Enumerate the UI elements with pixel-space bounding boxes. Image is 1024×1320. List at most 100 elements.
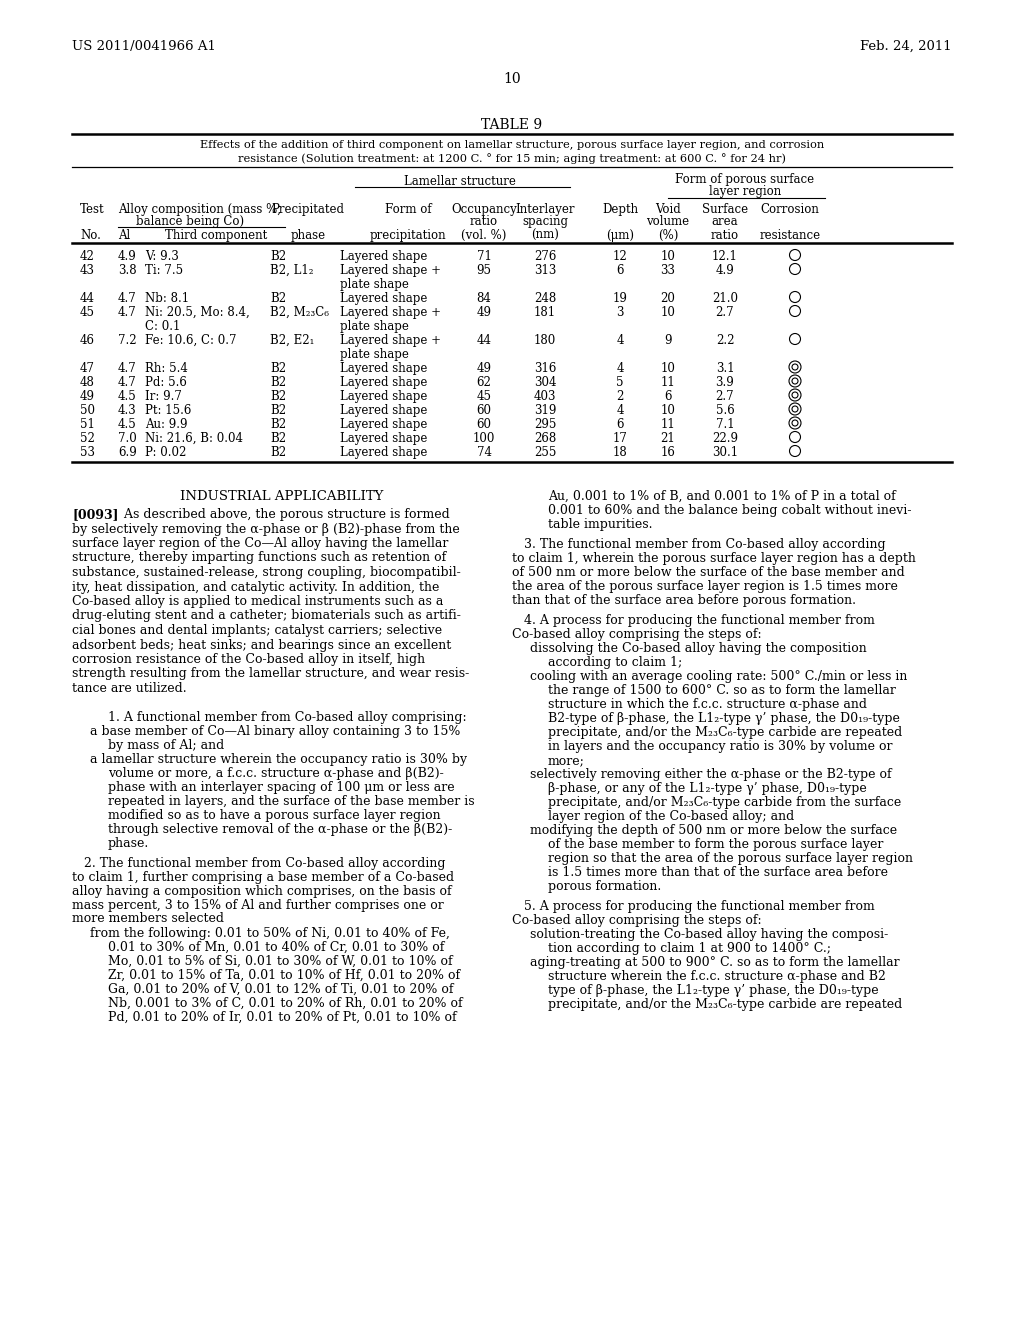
Text: 18: 18	[612, 446, 628, 459]
Text: plate shape: plate shape	[340, 279, 409, 290]
Text: surface layer region of the Co—Al alloy having the lamellar: surface layer region of the Co—Al alloy …	[72, 537, 449, 550]
Text: 3.9: 3.9	[716, 376, 734, 389]
Text: 295: 295	[534, 418, 556, 432]
Text: 4.7: 4.7	[118, 292, 137, 305]
Text: 3.1: 3.1	[716, 362, 734, 375]
Text: B2-type of β-phase, the L1₂-type γ’ phase, the D0₁₉-type: B2-type of β-phase, the L1₂-type γ’ phas…	[548, 711, 900, 725]
Text: precipitate, and/or the M₂₃C₆-type carbide are repeated: precipitate, and/or the M₂₃C₆-type carbi…	[548, 998, 902, 1011]
Text: 22.9: 22.9	[712, 432, 738, 445]
Text: of the base member to form the porous surface layer: of the base member to form the porous su…	[548, 838, 884, 851]
Text: 60: 60	[476, 404, 492, 417]
Text: 4.9: 4.9	[118, 249, 137, 263]
Text: 4: 4	[616, 362, 624, 375]
Text: Ni: 21.6, B: 0.04: Ni: 21.6, B: 0.04	[145, 432, 243, 445]
Text: (μm): (μm)	[606, 228, 634, 242]
Text: Nb, 0.001 to 3% of C, 0.01 to 20% of Rh, 0.01 to 20% of: Nb, 0.001 to 3% of C, 0.01 to 20% of Rh,…	[108, 997, 463, 1010]
Text: 74: 74	[476, 446, 492, 459]
Text: Fe: 10.6, C: 0.7: Fe: 10.6, C: 0.7	[145, 334, 237, 347]
Text: 100: 100	[473, 432, 496, 445]
Text: V: 9.3: V: 9.3	[145, 249, 179, 263]
Text: 248: 248	[534, 292, 556, 305]
Text: 6: 6	[616, 418, 624, 432]
Text: 2.7: 2.7	[716, 389, 734, 403]
Text: 7.0: 7.0	[118, 432, 137, 445]
Text: 6: 6	[665, 389, 672, 403]
Text: cooling with an average cooling rate: 500° C./min or less in: cooling with an average cooling rate: 50…	[530, 671, 907, 682]
Text: Layered shape +: Layered shape +	[340, 334, 441, 347]
Text: 2: 2	[616, 389, 624, 403]
Text: 304: 304	[534, 376, 556, 389]
Text: resistance (Solution treatment: at 1200 C. ° for 15 min; aging treatment: at 600: resistance (Solution treatment: at 1200 …	[238, 153, 786, 164]
Text: 4.7: 4.7	[118, 362, 137, 375]
Text: 11: 11	[660, 418, 676, 432]
Text: Ir: 9.7: Ir: 9.7	[145, 389, 182, 403]
Text: (nm): (nm)	[531, 228, 559, 242]
Text: 6: 6	[616, 264, 624, 277]
Text: 53: 53	[80, 446, 95, 459]
Text: 10: 10	[660, 404, 676, 417]
Text: 49: 49	[476, 362, 492, 375]
Text: 30.1: 30.1	[712, 446, 738, 459]
Text: phase.: phase.	[108, 837, 150, 850]
Text: 4. A process for producing the functional member from: 4. A process for producing the functiona…	[512, 614, 874, 627]
Text: region so that the area of the porous surface layer region: region so that the area of the porous su…	[548, 851, 913, 865]
Text: 10: 10	[660, 249, 676, 263]
Text: C: 0.1: C: 0.1	[145, 319, 180, 333]
Text: B2: B2	[270, 389, 286, 403]
Text: Form of porous surface: Form of porous surface	[676, 173, 814, 186]
Text: area: area	[712, 215, 738, 228]
Text: 0.001 to 60% and the balance being cobalt without inevi-: 0.001 to 60% and the balance being cobal…	[548, 504, 911, 517]
Text: strength resulting from the lamellar structure, and wear resis-: strength resulting from the lamellar str…	[72, 668, 469, 681]
Text: 5.6: 5.6	[716, 404, 734, 417]
Text: B2: B2	[270, 404, 286, 417]
Text: Effects of the addition of third component on lamellar structure, porous surface: Effects of the addition of third compone…	[200, 140, 824, 150]
Text: 10: 10	[660, 362, 676, 375]
Text: precipitation: precipitation	[370, 228, 446, 242]
Text: to claim 1, wherein the porous surface layer region has a depth: to claim 1, wherein the porous surface l…	[512, 552, 915, 565]
Text: 33: 33	[660, 264, 676, 277]
Text: B2: B2	[270, 432, 286, 445]
Text: Zr, 0.01 to 15% of Ta, 0.01 to 10% of Hf, 0.01 to 20% of: Zr, 0.01 to 15% of Ta, 0.01 to 10% of Hf…	[108, 969, 460, 982]
Text: tion according to claim 1 at 900 to 1400° C.;: tion according to claim 1 at 900 to 1400…	[548, 942, 831, 954]
Text: 4.5: 4.5	[118, 389, 137, 403]
Text: 62: 62	[476, 376, 492, 389]
Text: B2: B2	[270, 376, 286, 389]
Text: 181: 181	[534, 306, 556, 319]
Text: Ni: 20.5, Mo: 8.4,: Ni: 20.5, Mo: 8.4,	[145, 306, 250, 319]
Text: 19: 19	[612, 292, 628, 305]
Text: 11: 11	[660, 376, 676, 389]
Text: corrosion resistance of the Co-based alloy in itself, high: corrosion resistance of the Co-based all…	[72, 653, 425, 667]
Text: 313: 313	[534, 264, 556, 277]
Text: layer region of the Co-based alloy; and: layer region of the Co-based alloy; and	[548, 810, 795, 822]
Text: Third component: Third component	[165, 228, 267, 242]
Text: 71: 71	[476, 249, 492, 263]
Text: substance, sustained-release, strong coupling, biocompatibil-: substance, sustained-release, strong cou…	[72, 566, 461, 579]
Text: 50: 50	[80, 404, 95, 417]
Text: B2, L1₂: B2, L1₂	[270, 264, 313, 277]
Text: Layered shape: Layered shape	[340, 292, 427, 305]
Text: precipitate, and/or the M₂₃C₆-type carbide are repeated: precipitate, and/or the M₂₃C₆-type carbi…	[548, 726, 902, 739]
Text: Pt: 15.6: Pt: 15.6	[145, 404, 191, 417]
Text: Au, 0.001 to 1% of B, and 0.001 to 1% of P in a total of: Au, 0.001 to 1% of B, and 0.001 to 1% of…	[548, 490, 896, 503]
Text: Rh: 5.4: Rh: 5.4	[145, 362, 187, 375]
Text: plate shape: plate shape	[340, 319, 409, 333]
Text: dissolving the Co-based alloy having the composition: dissolving the Co-based alloy having the…	[530, 642, 866, 655]
Text: 5: 5	[616, 376, 624, 389]
Text: No.: No.	[80, 228, 101, 242]
Text: by selectively removing the α-phase or β (B2)-phase from the: by selectively removing the α-phase or β…	[72, 523, 460, 536]
Text: 46: 46	[80, 334, 95, 347]
Text: 1. A functional member from Co-based alloy comprising:: 1. A functional member from Co-based all…	[108, 710, 467, 723]
Text: 10: 10	[660, 306, 676, 319]
Text: B2: B2	[270, 249, 286, 263]
Text: Mo, 0.01 to 5% of Si, 0.01 to 30% of W, 0.01 to 10% of: Mo, 0.01 to 5% of Si, 0.01 to 30% of W, …	[108, 954, 453, 968]
Text: precipitate, and/or M₂₃C₆-type carbide from the surface: precipitate, and/or M₂₃C₆-type carbide f…	[548, 796, 901, 809]
Text: Ga, 0.01 to 20% of V, 0.01 to 12% of Ti, 0.01 to 20% of: Ga, 0.01 to 20% of V, 0.01 to 12% of Ti,…	[108, 982, 454, 995]
Text: 316: 316	[534, 362, 556, 375]
Text: tance are utilized.: tance are utilized.	[72, 682, 186, 696]
Text: 6.9: 6.9	[118, 446, 137, 459]
Text: 49: 49	[476, 306, 492, 319]
Text: 2. The functional member from Co-based alloy according: 2. The functional member from Co-based a…	[72, 857, 445, 870]
Text: Alloy composition (mass %,: Alloy composition (mass %,	[118, 203, 281, 216]
Text: selectively removing either the α-phase or the B2-type of: selectively removing either the α-phase …	[530, 768, 892, 781]
Text: Interlayer: Interlayer	[515, 203, 574, 216]
